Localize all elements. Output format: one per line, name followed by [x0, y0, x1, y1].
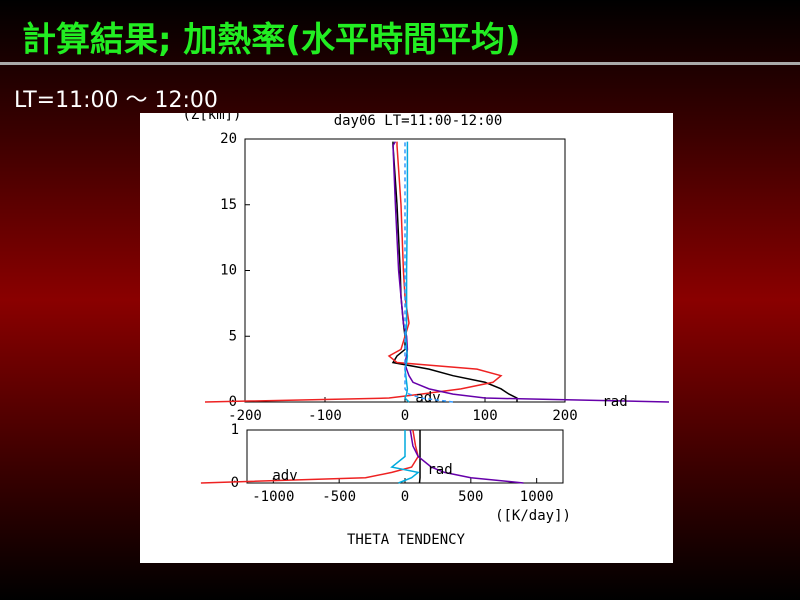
figure-title: day06 LT=11:00-12:00 — [334, 113, 503, 129]
profile-line — [409, 429, 524, 484]
series-label: rad — [602, 394, 627, 410]
x-tick-label: 100 — [472, 408, 497, 424]
slide-title: 計算結果; 加熱率(水平時間平均) — [22, 20, 521, 60]
y-tick-label: 0 — [231, 475, 239, 491]
profile-line — [404, 141, 410, 403]
x-tick-label: 1000 — [520, 489, 554, 505]
x-tick-label: -200 — [228, 408, 262, 424]
x-tick-label: 0 — [401, 489, 409, 505]
y-tick-label: 15 — [220, 197, 237, 213]
slide-subtitle: LT=11:00 〜 12:00 — [14, 88, 218, 113]
profile-line — [418, 430, 421, 484]
y-tick-label: 1 — [231, 422, 239, 438]
y-tick-label: 20 — [220, 131, 237, 147]
x-tick-label: -1000 — [252, 489, 294, 505]
series-label: adv — [415, 390, 440, 406]
x-tick-label: -100 — [308, 408, 342, 424]
x-tick-label: -500 — [322, 489, 356, 505]
profile-line — [391, 141, 518, 402]
x-tick-label: 500 — [458, 489, 483, 505]
series-label: rad — [427, 462, 452, 478]
x-tick-label: 0 — [401, 408, 409, 424]
profile-line — [404, 141, 454, 403]
y-tick-label: 5 — [229, 328, 237, 344]
profile-line — [204, 141, 503, 403]
y-tick-label: 10 — [220, 263, 237, 279]
profile-line — [200, 429, 419, 484]
profile-line — [390, 430, 420, 484]
x-tick-label: 200 — [552, 408, 577, 424]
title-rule — [0, 62, 800, 65]
figure-caption: THETA TENDENCY — [347, 532, 466, 548]
x-axis-label: ([K/day]) — [495, 508, 571, 524]
profile-line — [392, 141, 670, 403]
series-label: adv — [272, 468, 297, 484]
figure: day06 LT=11:00-12:00 (Z[km]) ([K/day]) T… — [140, 113, 673, 563]
y-axis-label: (Z[km]) — [182, 113, 241, 123]
